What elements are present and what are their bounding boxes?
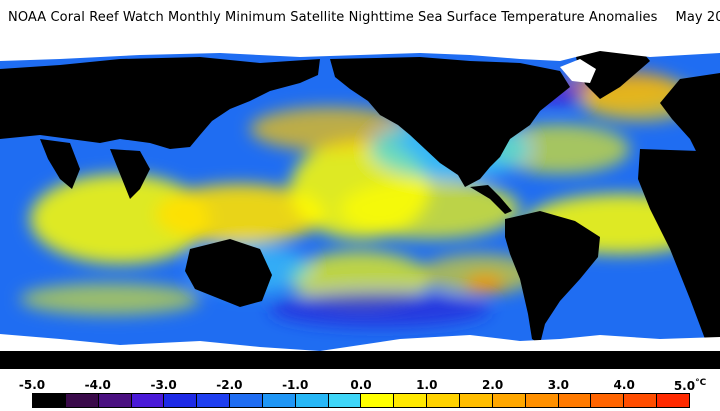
colorbar-swatch <box>230 394 263 407</box>
colorbar-swatch <box>459 394 493 407</box>
colorbar-swatch <box>98 394 132 407</box>
colorbar-tick-label: 0.0 <box>350 378 372 392</box>
map-title: NOAA Coral Reef Watch Monthly Minimum Sa… <box>8 10 720 25</box>
colorbar-tick-label: 2.0 <box>481 378 504 392</box>
colorbar-swatch <box>164 394 198 407</box>
title-text: NOAA Coral Reef Watch Monthly Minimum Sa… <box>8 10 658 25</box>
colorbar-tick-label: 5.0°C <box>673 378 707 393</box>
colorbar-swatch <box>427 394 460 407</box>
colorbar-swatch <box>328 394 362 407</box>
colorbar-tick-label: -5.0 <box>18 378 46 392</box>
colorbar <box>32 393 690 408</box>
sea-ice <box>0 39 720 351</box>
colorbar-swatch <box>657 394 689 407</box>
colorbar-swatch <box>394 394 428 407</box>
colorbar-swatch <box>492 394 526 407</box>
colorbar-swatch <box>295 394 329 407</box>
colorbar-swatch <box>624 394 658 407</box>
colorbar-swatch <box>262 394 296 407</box>
colorbar-tick-label: 4.0 <box>613 378 635 392</box>
colorbar-tick-label: 3.0 <box>547 378 570 392</box>
colorbar-swatch <box>558 394 592 407</box>
colorbar-swatch <box>361 394 395 407</box>
colorbar-swatch <box>33 394 66 407</box>
colorbar-tick-label: -2.0 <box>216 378 243 392</box>
colorbar-swatch <box>65 394 99 407</box>
colorbar-swatch <box>525 394 559 407</box>
colorbar-swatch <box>131 394 165 407</box>
colorbar-tick-label: -1.0 <box>282 378 309 392</box>
colorbar-tick-label: -4.0 <box>84 378 111 392</box>
title-date: May 2009 <box>675 10 720 25</box>
land <box>0 49 720 369</box>
colorbar-tick-label: 1.0 <box>416 378 438 392</box>
colorbar-swatch <box>591 394 625 407</box>
colorbar-tick-labels: -5.0 -4.0 -3.0 -2.0 -1.0 0.0 1.0 2.0 3.0 4.0 5.0°C <box>0 378 720 393</box>
sst-anomaly-map <box>0 39 720 369</box>
colorbar-unit: °C <box>695 378 707 388</box>
colorbar-tick-label: -3.0 <box>150 378 177 392</box>
colorbar-swatch <box>197 394 231 407</box>
